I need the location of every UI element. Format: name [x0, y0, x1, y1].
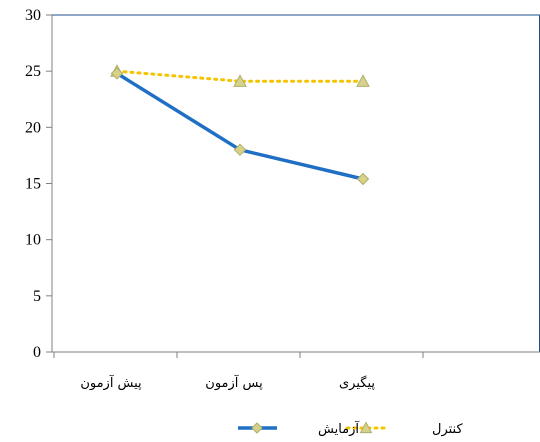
data-point-diamond — [356, 172, 370, 186]
x-tick-label: پیگیری — [339, 375, 375, 391]
series-line — [116, 71, 364, 181]
series-layer — [110, 64, 370, 186]
legend-label-control: کنترل — [432, 422, 463, 437]
legend-label-experimental: آزمایش — [318, 420, 360, 437]
data-point-diamond — [110, 67, 124, 80]
series-line — [115, 69, 365, 83]
data-point-triangle — [233, 74, 247, 87]
x-axis-ticks: پیش آزمون پس آزمون پیگیری — [53, 352, 424, 391]
data-point-triangle — [356, 74, 370, 87]
y-tick-label: 0 — [33, 344, 41, 361]
y-tick-label: 25 — [25, 63, 41, 80]
legend: کنترل آزمایش — [238, 420, 463, 437]
y-tick-label: 30 — [25, 7, 41, 24]
data-point-triangle — [359, 421, 373, 434]
data-point-diamond — [233, 143, 247, 157]
series-experimental — [110, 67, 370, 186]
x-tick-label: پیش آزمون — [80, 374, 142, 391]
series-control — [110, 64, 370, 87]
y-tick-label: 15 — [25, 176, 41, 193]
y-tick-label: 20 — [25, 119, 41, 136]
chart-axes — [51, 14, 540, 353]
y-tick-label: 5 — [33, 288, 41, 305]
x-tick-label: پس آزمون — [205, 374, 263, 391]
y-tick-label: 10 — [25, 232, 41, 249]
y-axis-ticks: 0 5 10 15 20 25 30 — [25, 7, 52, 361]
data-point-diamond — [251, 422, 263, 434]
